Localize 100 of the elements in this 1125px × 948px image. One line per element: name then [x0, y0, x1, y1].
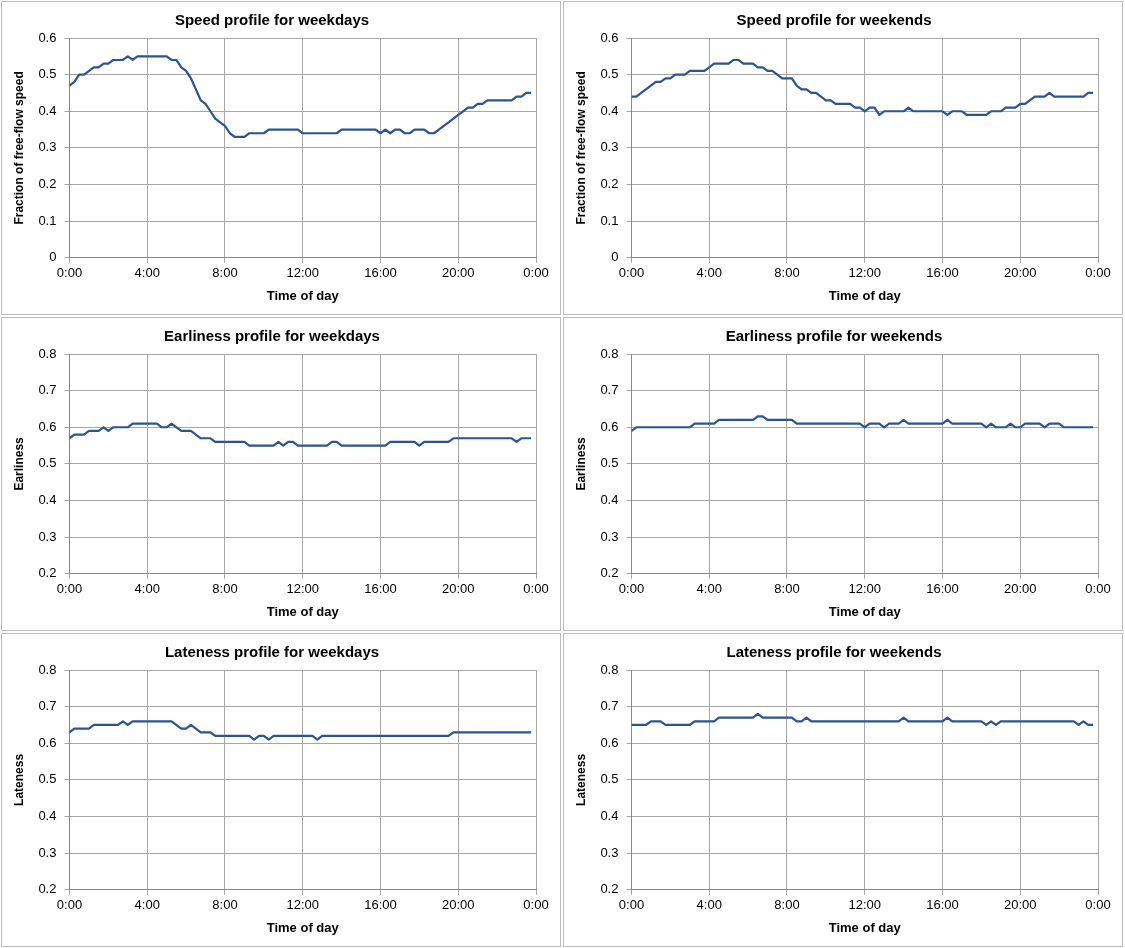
y-tick-label: 0.6 [38, 418, 57, 434]
x-tick-label: 12:00 [848, 265, 882, 281]
y-tick-label: 0.5 [38, 66, 57, 82]
y-tick-label: 0.3 [38, 528, 57, 544]
x-tick-label: 4:00 [134, 581, 160, 597]
x-tick-label: 20:00 [1003, 265, 1037, 281]
x-axis-title: Time of day [828, 919, 902, 935]
x-tick-label: 8:00 [212, 897, 238, 913]
y-tick-label: 0.2 [38, 565, 57, 581]
x-axis-title: Time of day [266, 919, 340, 935]
chart-title: Earliness profile for weekends [725, 327, 943, 345]
x-tick-label: 20:00 [441, 897, 475, 913]
y-tick-label: 0.4 [600, 808, 619, 824]
x-tick-label: 0:00 [56, 897, 83, 913]
y-tick-label: 0.4 [600, 102, 619, 118]
chart-title: Speed profile for weekends [736, 11, 932, 29]
x-tick-label: 12:00 [286, 897, 320, 913]
x-tick-label: 20:00 [1003, 581, 1037, 597]
y-tick-label: 0.8 [600, 661, 619, 677]
x-tick-label: 16:00 [364, 265, 397, 281]
x-tick-label: 8:00 [774, 897, 800, 913]
x-tick-label: 0:00 [56, 265, 83, 281]
chart-title: Lateness profile for weekends [726, 643, 942, 661]
y-tick-label: 0.1 [600, 212, 619, 228]
x-tick-label: 20:00 [441, 265, 475, 281]
x-tick-label: 4:00 [134, 265, 160, 281]
y-tick-label: 0.6 [38, 29, 57, 45]
x-tick-label: 0:00 [1085, 265, 1111, 281]
x-tick-label: 4:00 [696, 581, 722, 597]
x-tick-label: 0:00 [618, 265, 645, 281]
x-tick-label: 0:00 [618, 897, 645, 913]
y-tick-label: 0.5 [38, 455, 57, 471]
y-tick-label: 0.8 [38, 661, 57, 677]
y-tick-label: 0 [611, 249, 619, 265]
y-tick-label: 0.1 [38, 212, 57, 228]
y-tick-label: 0.3 [600, 139, 619, 155]
x-tick-label: 20:00 [1003, 897, 1037, 913]
y-tick-label: 0.6 [600, 29, 619, 45]
y-tick-label: 0.2 [38, 176, 57, 192]
y-tick-label: 0.4 [600, 492, 619, 508]
x-axis-title: Time of day [266, 287, 340, 303]
x-tick-label: 12:00 [286, 265, 320, 281]
y-tick-label: 0.7 [38, 382, 57, 398]
x-axis-title: Time of day [828, 603, 902, 619]
x-tick-label: 16:00 [926, 581, 959, 597]
y-tick-label: 0.4 [38, 808, 57, 824]
x-tick-label: 0:00 [1085, 581, 1111, 597]
x-tick-label: 8:00 [212, 581, 238, 597]
chart-title: Speed profile for weekdays [174, 11, 370, 29]
x-tick-label: 20:00 [441, 581, 475, 597]
y-tick-label: 0.6 [600, 734, 619, 750]
chart-title: Lateness profile for weekdays [164, 643, 380, 661]
y-tick-label: 0.8 [38, 345, 57, 361]
y-axis-title: Earliness [11, 436, 26, 491]
x-tick-label: 4:00 [134, 897, 160, 913]
y-tick-label: 0.7 [600, 382, 619, 398]
y-tick-label: 0.6 [38, 734, 57, 750]
x-tick-label: 4:00 [696, 897, 722, 913]
x-tick-label: 0:00 [523, 581, 549, 597]
y-axis-title: Earliness [573, 436, 588, 491]
x-tick-label: 16:00 [364, 581, 397, 597]
y-axis-title: Lateness [11, 753, 26, 806]
x-tick-label: 4:00 [696, 265, 722, 281]
x-tick-label: 0:00 [618, 581, 645, 597]
y-tick-label: 0.2 [38, 881, 57, 897]
y-tick-label: 0.3 [600, 528, 619, 544]
x-tick-label: 0:00 [1085, 897, 1111, 913]
x-axis-title: Time of day [266, 603, 340, 619]
y-tick-label: 0.3 [38, 139, 57, 155]
x-tick-label: 16:00 [926, 897, 959, 913]
x-tick-label: 12:00 [286, 581, 320, 597]
x-tick-label: 0:00 [523, 897, 549, 913]
y-tick-label: 0 [49, 249, 57, 265]
y-tick-label: 0.7 [600, 698, 619, 714]
x-axis-title: Time of day [828, 287, 902, 303]
x-tick-label: 0:00 [523, 265, 549, 281]
y-tick-label: 0.2 [600, 565, 619, 581]
y-axis-title: Lateness [573, 753, 588, 806]
x-tick-label: 16:00 [364, 897, 397, 913]
x-tick-label: 16:00 [926, 265, 959, 281]
y-tick-label: 0.8 [600, 345, 619, 361]
x-tick-label: 0:00 [56, 581, 83, 597]
y-tick-label: 0.2 [600, 176, 619, 192]
y-tick-label: 0.6 [600, 418, 619, 434]
x-tick-label: 8:00 [212, 265, 238, 281]
x-tick-label: 12:00 [848, 581, 882, 597]
y-tick-label: 0.2 [600, 881, 619, 897]
y-tick-label: 0.4 [38, 102, 57, 118]
x-tick-label: 12:00 [848, 897, 882, 913]
y-tick-label: 0.3 [600, 844, 619, 860]
x-tick-label: 8:00 [774, 581, 800, 597]
y-axis-title: Fraction of free-flow speed [573, 71, 588, 225]
y-tick-label: 0.5 [600, 771, 619, 787]
y-tick-label: 0.5 [600, 66, 619, 82]
y-tick-label: 0.5 [38, 771, 57, 787]
y-tick-label: 0.3 [38, 844, 57, 860]
y-tick-label: 0.7 [38, 698, 57, 714]
chart-title: Earliness profile for weekdays [164, 327, 380, 345]
y-tick-label: 0.4 [38, 492, 57, 508]
y-tick-label: 0.5 [600, 455, 619, 471]
